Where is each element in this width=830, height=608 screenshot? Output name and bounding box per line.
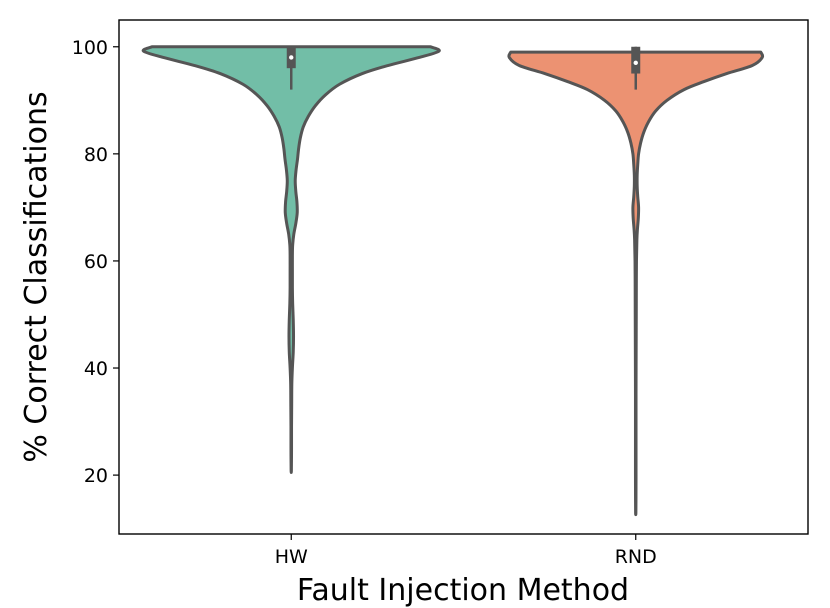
violin-hw: [141, 45, 441, 474]
y-tick-label: 40: [84, 358, 108, 380]
y-tick-label: 100: [72, 37, 108, 59]
x-tick-label-hw: HW: [275, 546, 308, 568]
plot-frame: [118, 19, 809, 535]
y-axis-label: % Correct Classifications: [19, 91, 54, 462]
median-dot-hw: [289, 55, 294, 60]
x-axis: HW RND: [275, 534, 657, 568]
iqr-box-rnd: [631, 46, 641, 74]
y-tick-label: 60: [84, 251, 108, 273]
x-axis-label: Fault Injection Method: [297, 573, 629, 608]
median-dot-rnd: [633, 60, 638, 66]
violin-rnd: [507, 50, 765, 517]
violin-layer: [141, 45, 765, 517]
x-tick-label-rnd: RND: [615, 546, 657, 568]
y-tick-label: 80: [84, 144, 108, 166]
y-tick-label: 20: [84, 465, 108, 487]
y-axis: 20 40 60 80 100: [72, 37, 119, 487]
